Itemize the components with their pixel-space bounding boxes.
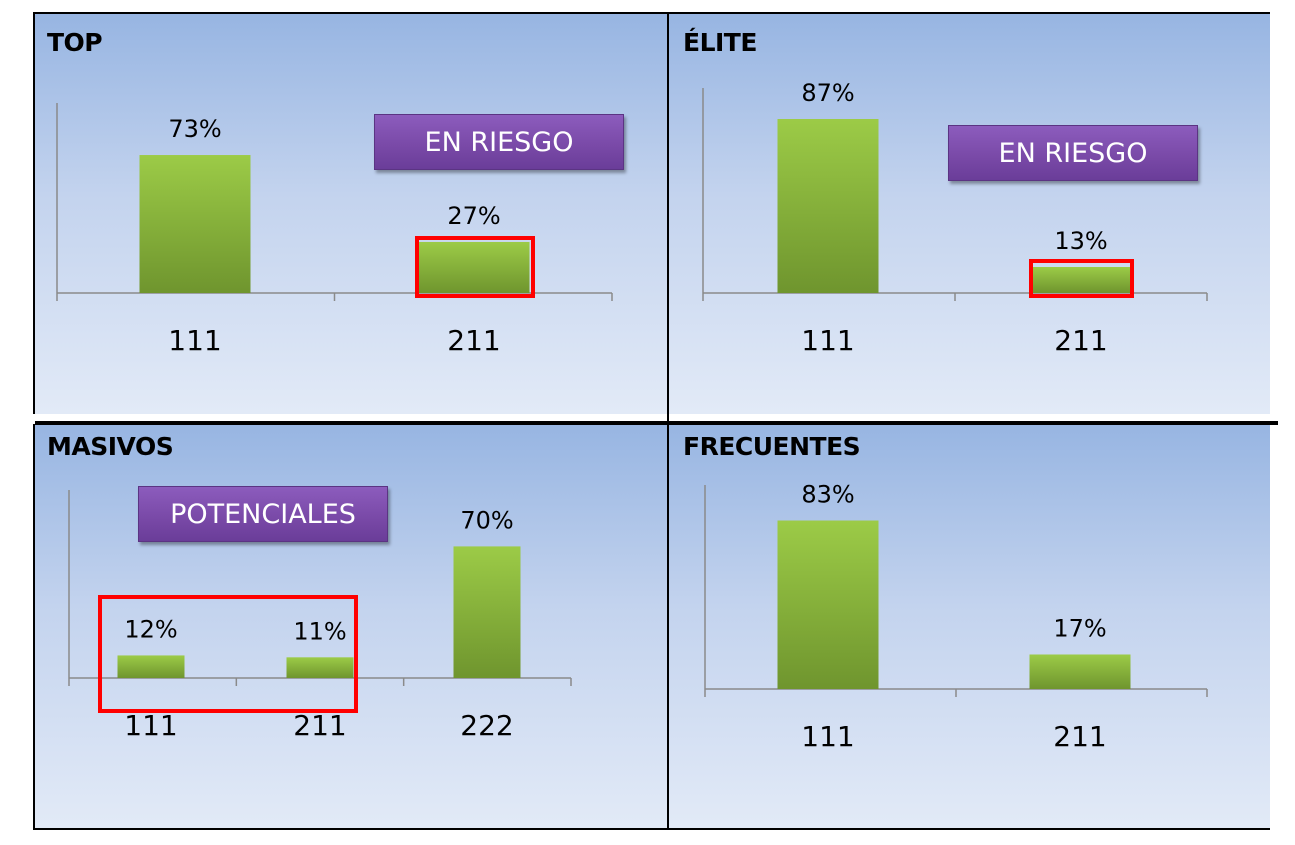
category-label: 111 bbox=[801, 720, 854, 753]
category-label: 211 bbox=[293, 709, 346, 742]
highlight-box bbox=[415, 236, 535, 298]
data-label: 70% bbox=[460, 506, 513, 534]
data-label: 11% bbox=[293, 617, 346, 645]
panel-top bbox=[33, 12, 669, 414]
panel-elite bbox=[669, 12, 1270, 414]
bar-211 bbox=[1030, 267, 1132, 293]
bar-211 bbox=[1029, 654, 1131, 689]
data-label: 13% bbox=[1054, 227, 1107, 255]
bar-111 bbox=[777, 119, 879, 293]
category-label: 111 bbox=[801, 324, 854, 357]
bar-111 bbox=[117, 655, 185, 678]
chart-title-masivos: MASIVOS bbox=[47, 432, 174, 461]
bar-111 bbox=[777, 520, 879, 689]
category-label: 211 bbox=[1053, 720, 1106, 753]
bar-111 bbox=[139, 155, 251, 293]
data-label: 12% bbox=[124, 615, 177, 643]
panel-frecuentes bbox=[669, 424, 1270, 830]
badge-potenciales: POTENCIALES bbox=[138, 486, 388, 542]
panel-gap bbox=[33, 414, 1270, 424]
data-label: 17% bbox=[1053, 614, 1106, 642]
category-label: 211 bbox=[447, 324, 500, 357]
highlight-box bbox=[98, 595, 358, 713]
horizontal-divider bbox=[35, 421, 1278, 425]
data-label: 83% bbox=[801, 481, 854, 509]
category-label: 111 bbox=[168, 324, 221, 357]
chart-title-top: TOP bbox=[47, 28, 103, 57]
chart-title-frecuentes: FRECUENTES bbox=[683, 432, 861, 461]
badge-en-riesgo-elite: EN RIESGO bbox=[948, 125, 1198, 181]
category-label: 222 bbox=[460, 709, 513, 742]
data-label: 87% bbox=[801, 79, 854, 107]
category-label: 111 bbox=[124, 709, 177, 742]
category-label: 211 bbox=[1054, 324, 1107, 357]
bar-222 bbox=[453, 546, 521, 678]
data-label: 73% bbox=[168, 115, 221, 143]
bar-211 bbox=[418, 241, 530, 293]
data-label: 27% bbox=[447, 202, 500, 230]
badge-en-riesgo-top: EN RIESGO bbox=[374, 114, 624, 170]
bar-211 bbox=[286, 657, 354, 678]
chart-title-elite: ÉLITE bbox=[683, 28, 757, 57]
highlight-box bbox=[1029, 259, 1134, 298]
